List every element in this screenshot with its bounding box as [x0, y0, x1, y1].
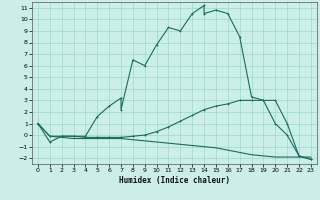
X-axis label: Humidex (Indice chaleur): Humidex (Indice chaleur) [119, 176, 230, 185]
